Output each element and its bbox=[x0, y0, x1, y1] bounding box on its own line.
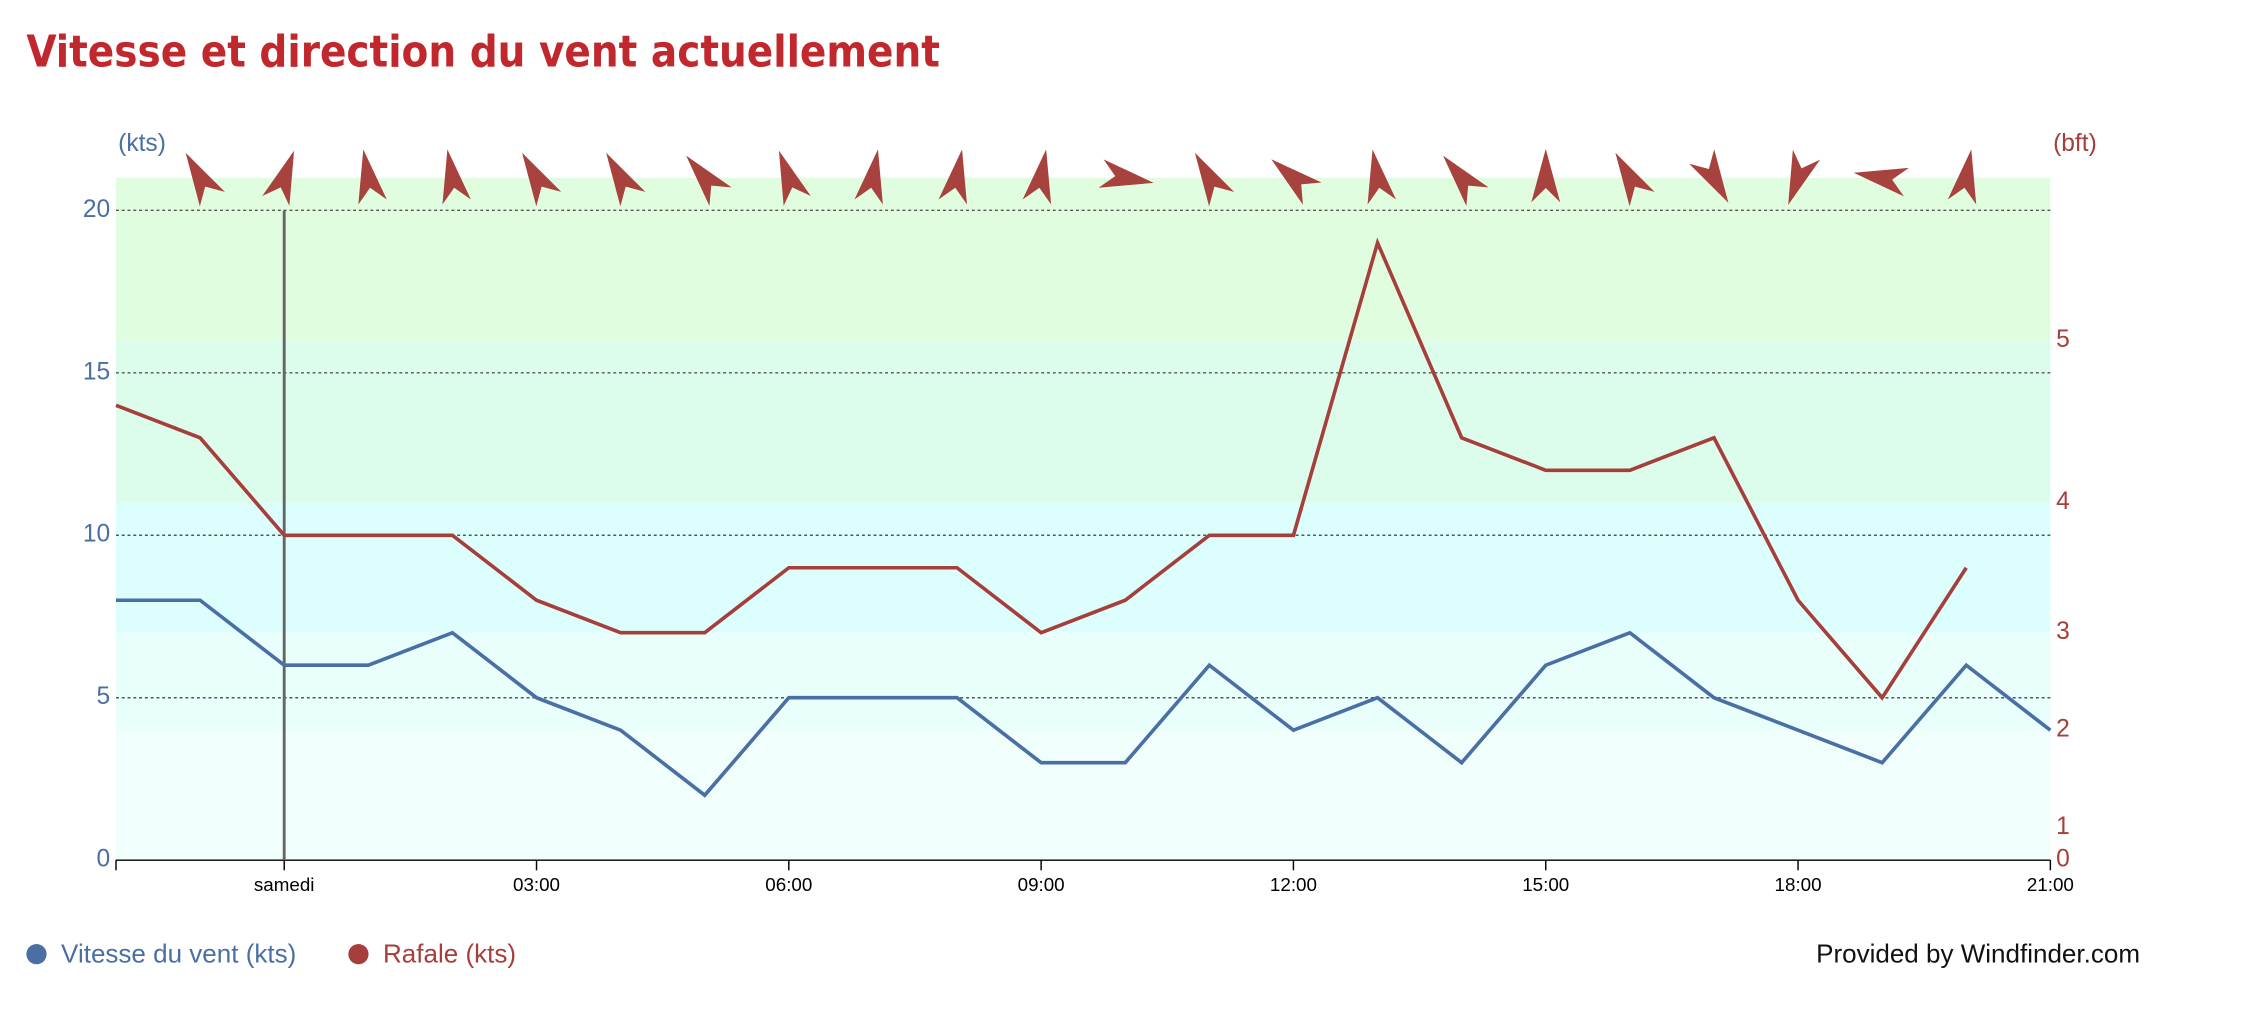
wind-direction-arrow bbox=[522, 152, 562, 207]
wind-direction-arrow bbox=[1271, 159, 1322, 205]
wind-direction-arrow bbox=[938, 149, 967, 205]
wind-direction-arrow bbox=[1194, 152, 1235, 207]
beaufort-band bbox=[116, 502, 2051, 633]
legend-marker bbox=[348, 944, 369, 965]
x-tick-label: 12:00 bbox=[1270, 874, 1317, 895]
y2-tick-label: 4 bbox=[2056, 488, 2070, 515]
wind-direction-arrow bbox=[1022, 149, 1052, 205]
y2-tick-label: 0 bbox=[2056, 846, 2070, 873]
wind-direction-arrow bbox=[1853, 167, 1909, 197]
y2-tick-label: 5 bbox=[2056, 326, 2070, 353]
y-tick-label: 0 bbox=[97, 846, 111, 873]
legend-marker bbox=[26, 944, 47, 965]
x-tick-label: samedi bbox=[254, 874, 315, 895]
wind-direction-arrow bbox=[606, 152, 646, 207]
wind-direction-arrow bbox=[686, 155, 732, 206]
y-tick-label: 20 bbox=[83, 196, 110, 223]
wind-direction-arrow bbox=[1788, 149, 1821, 205]
wind-direction-arrow bbox=[1367, 149, 1397, 205]
wind-direction-arrow bbox=[1531, 148, 1561, 203]
beaufort-band bbox=[116, 632, 2051, 731]
x-tick-label: 21:00 bbox=[2027, 874, 2074, 895]
wind-direction-arrow bbox=[442, 149, 471, 205]
footer: Provided by Windfinder.com bbox=[1816, 938, 2140, 968]
y2-tick-label: 1 bbox=[2056, 813, 2070, 840]
wind-direction-arrow bbox=[778, 150, 811, 206]
y-axis-label: (kts) bbox=[118, 130, 166, 157]
beaufort-band bbox=[116, 177, 2051, 341]
wind-direction-arrow bbox=[1689, 149, 1729, 203]
x-tick-label: 03:00 bbox=[513, 874, 560, 895]
y-tick-label: 10 bbox=[83, 521, 110, 548]
chart-title: Vitesse et direction du vent actuellemen… bbox=[26, 27, 940, 77]
x-tick-label: 09:00 bbox=[1018, 874, 1065, 895]
wind-direction-arrow bbox=[1443, 155, 1489, 206]
x-tick-label: 06:00 bbox=[765, 874, 812, 895]
wind-direction-arrow bbox=[262, 150, 295, 206]
y2-tick-label: 3 bbox=[2056, 618, 2070, 645]
y2-axis-label: (bft) bbox=[2053, 130, 2097, 157]
y2-tick-label: 2 bbox=[2056, 716, 2070, 743]
wind-direction-arrow bbox=[358, 149, 387, 205]
wind-direction-arrow bbox=[854, 149, 883, 205]
wind-direction-arrow bbox=[1947, 149, 1977, 205]
wind-direction-arrow bbox=[1098, 159, 1154, 188]
beaufort-band bbox=[116, 340, 2051, 503]
legend-label: Vitesse du vent (kts) bbox=[61, 938, 296, 968]
series-line bbox=[115, 237, 1968, 701]
beaufort-band bbox=[116, 730, 2051, 861]
wind-direction-arrow bbox=[185, 152, 225, 207]
y-tick-label: 15 bbox=[83, 358, 110, 385]
legend-label: Rafale (kts) bbox=[383, 938, 516, 968]
x-tick-label: 18:00 bbox=[1775, 874, 1822, 895]
x-tick-label: 15:00 bbox=[1522, 874, 1569, 895]
series-line bbox=[116, 598, 2052, 798]
wind-direction-arrow bbox=[1615, 152, 1655, 207]
y-tick-label: 5 bbox=[97, 683, 111, 710]
